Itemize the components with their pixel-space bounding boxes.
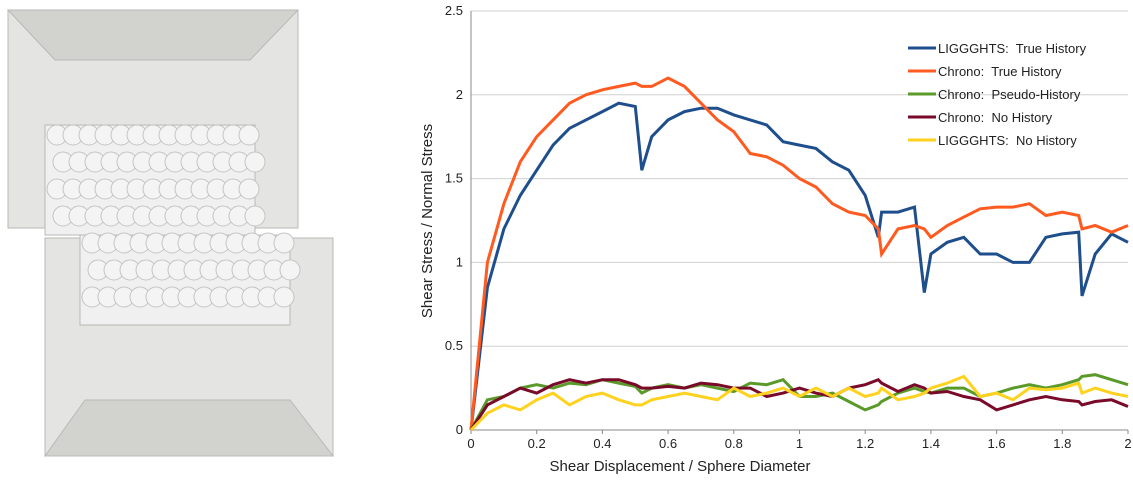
sphere <box>239 179 259 199</box>
upper-box-wall <box>8 10 298 60</box>
y-tick-label: 2.5 <box>445 3 463 18</box>
chart: Shear Displacement / Sphere Diameter She… <box>419 3 1132 475</box>
legend-label: Chrono: No History <box>938 110 1053 125</box>
legend-label: Chrono: True History <box>938 64 1062 79</box>
sphere <box>245 152 265 172</box>
sphere <box>239 125 259 145</box>
x-tick-label: 0.2 <box>528 436 546 451</box>
x-tick-label: 1.2 <box>856 436 874 451</box>
x-tick-label: 1.4 <box>922 436 940 451</box>
figure: Shear Displacement / Sphere Diameter She… <box>0 0 1133 477</box>
y-tick-label: 2 <box>456 87 463 102</box>
sphere <box>245 206 265 226</box>
series-line <box>471 375 1128 430</box>
lower-box-wall <box>45 400 333 456</box>
x-axis-label: Shear Displacement / Sphere Diameter <box>550 458 811 475</box>
sphere <box>280 260 300 280</box>
y-tick-label: 1.5 <box>445 171 463 186</box>
x-tick-label: 1.6 <box>988 436 1006 451</box>
y-tick-label: 0.5 <box>445 338 463 353</box>
y-axis-label: Shear Stress / Normal Stress <box>419 124 436 318</box>
legend-label: LIGGGHTS: No History <box>938 133 1077 148</box>
series-line <box>471 78 1128 430</box>
y-tick-label: 0 <box>456 422 463 437</box>
sphere <box>274 233 294 253</box>
x-tick-label: 0.6 <box>659 436 677 451</box>
legend-label: LIGGGHTS: True History <box>938 41 1087 56</box>
x-tick-label: 2 <box>1124 436 1131 451</box>
legend-label: Chrono: Pseudo-History <box>938 87 1081 102</box>
x-tick-label: 0.4 <box>593 436 611 451</box>
sphere <box>274 287 294 307</box>
x-tick-label: 0 <box>467 436 474 451</box>
x-tick-label: 1 <box>796 436 803 451</box>
x-tick-label: 0.8 <box>725 436 743 451</box>
y-tick-label: 1 <box>456 254 463 269</box>
x-tick-label: 1.8 <box>1053 436 1071 451</box>
